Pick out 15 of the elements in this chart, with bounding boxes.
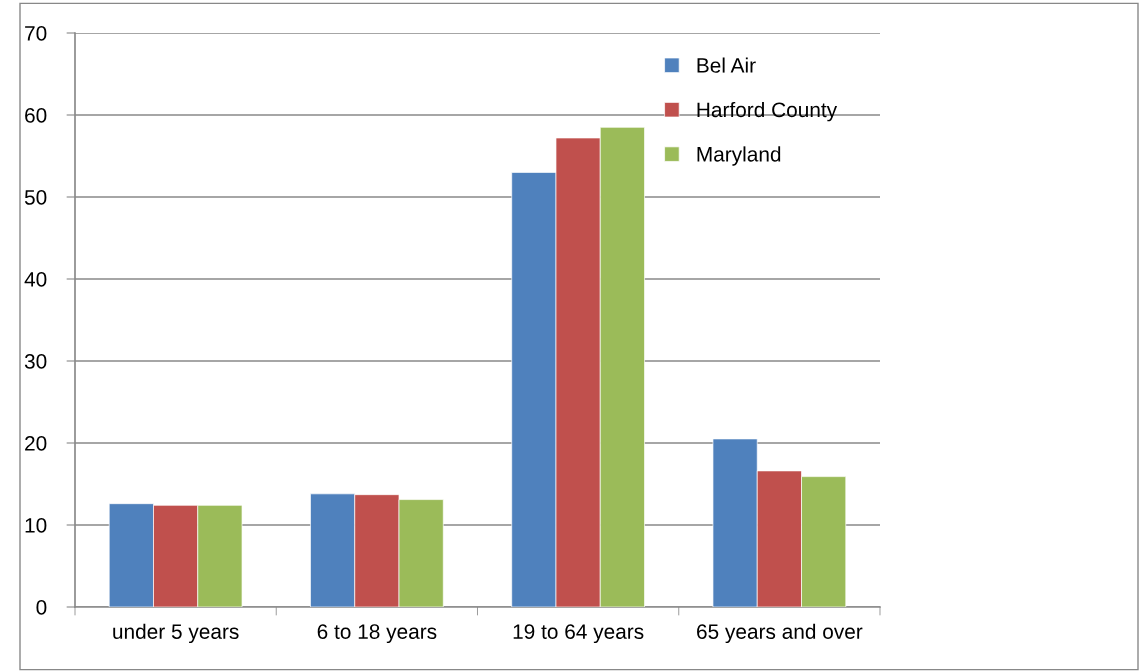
y-tick-label: 60 bbox=[25, 108, 47, 123]
y-tick-label: 50 bbox=[24, 190, 47, 205]
legend-label: Harford County bbox=[697, 101, 838, 122]
x-tick-label: 19 to 64 years bbox=[513, 624, 644, 644]
y-tick-label: 30 bbox=[24, 354, 47, 369]
y-tick-label: 40 bbox=[24, 272, 47, 287]
y-tick-label: 70 bbox=[25, 26, 47, 41]
y-tick-label: 20 bbox=[25, 436, 47, 451]
y-tick-label: 0 bbox=[36, 600, 47, 615]
legend-label: Maryland bbox=[697, 146, 781, 166]
x-tick-label: 6 to 18 years bbox=[317, 624, 437, 644]
legend-label: Bel Air bbox=[697, 57, 756, 73]
x-tick-label: 65 years and over bbox=[697, 623, 863, 644]
y-tick-label: 10 bbox=[25, 518, 47, 533]
x-tick-label: under 5 years bbox=[113, 623, 239, 644]
